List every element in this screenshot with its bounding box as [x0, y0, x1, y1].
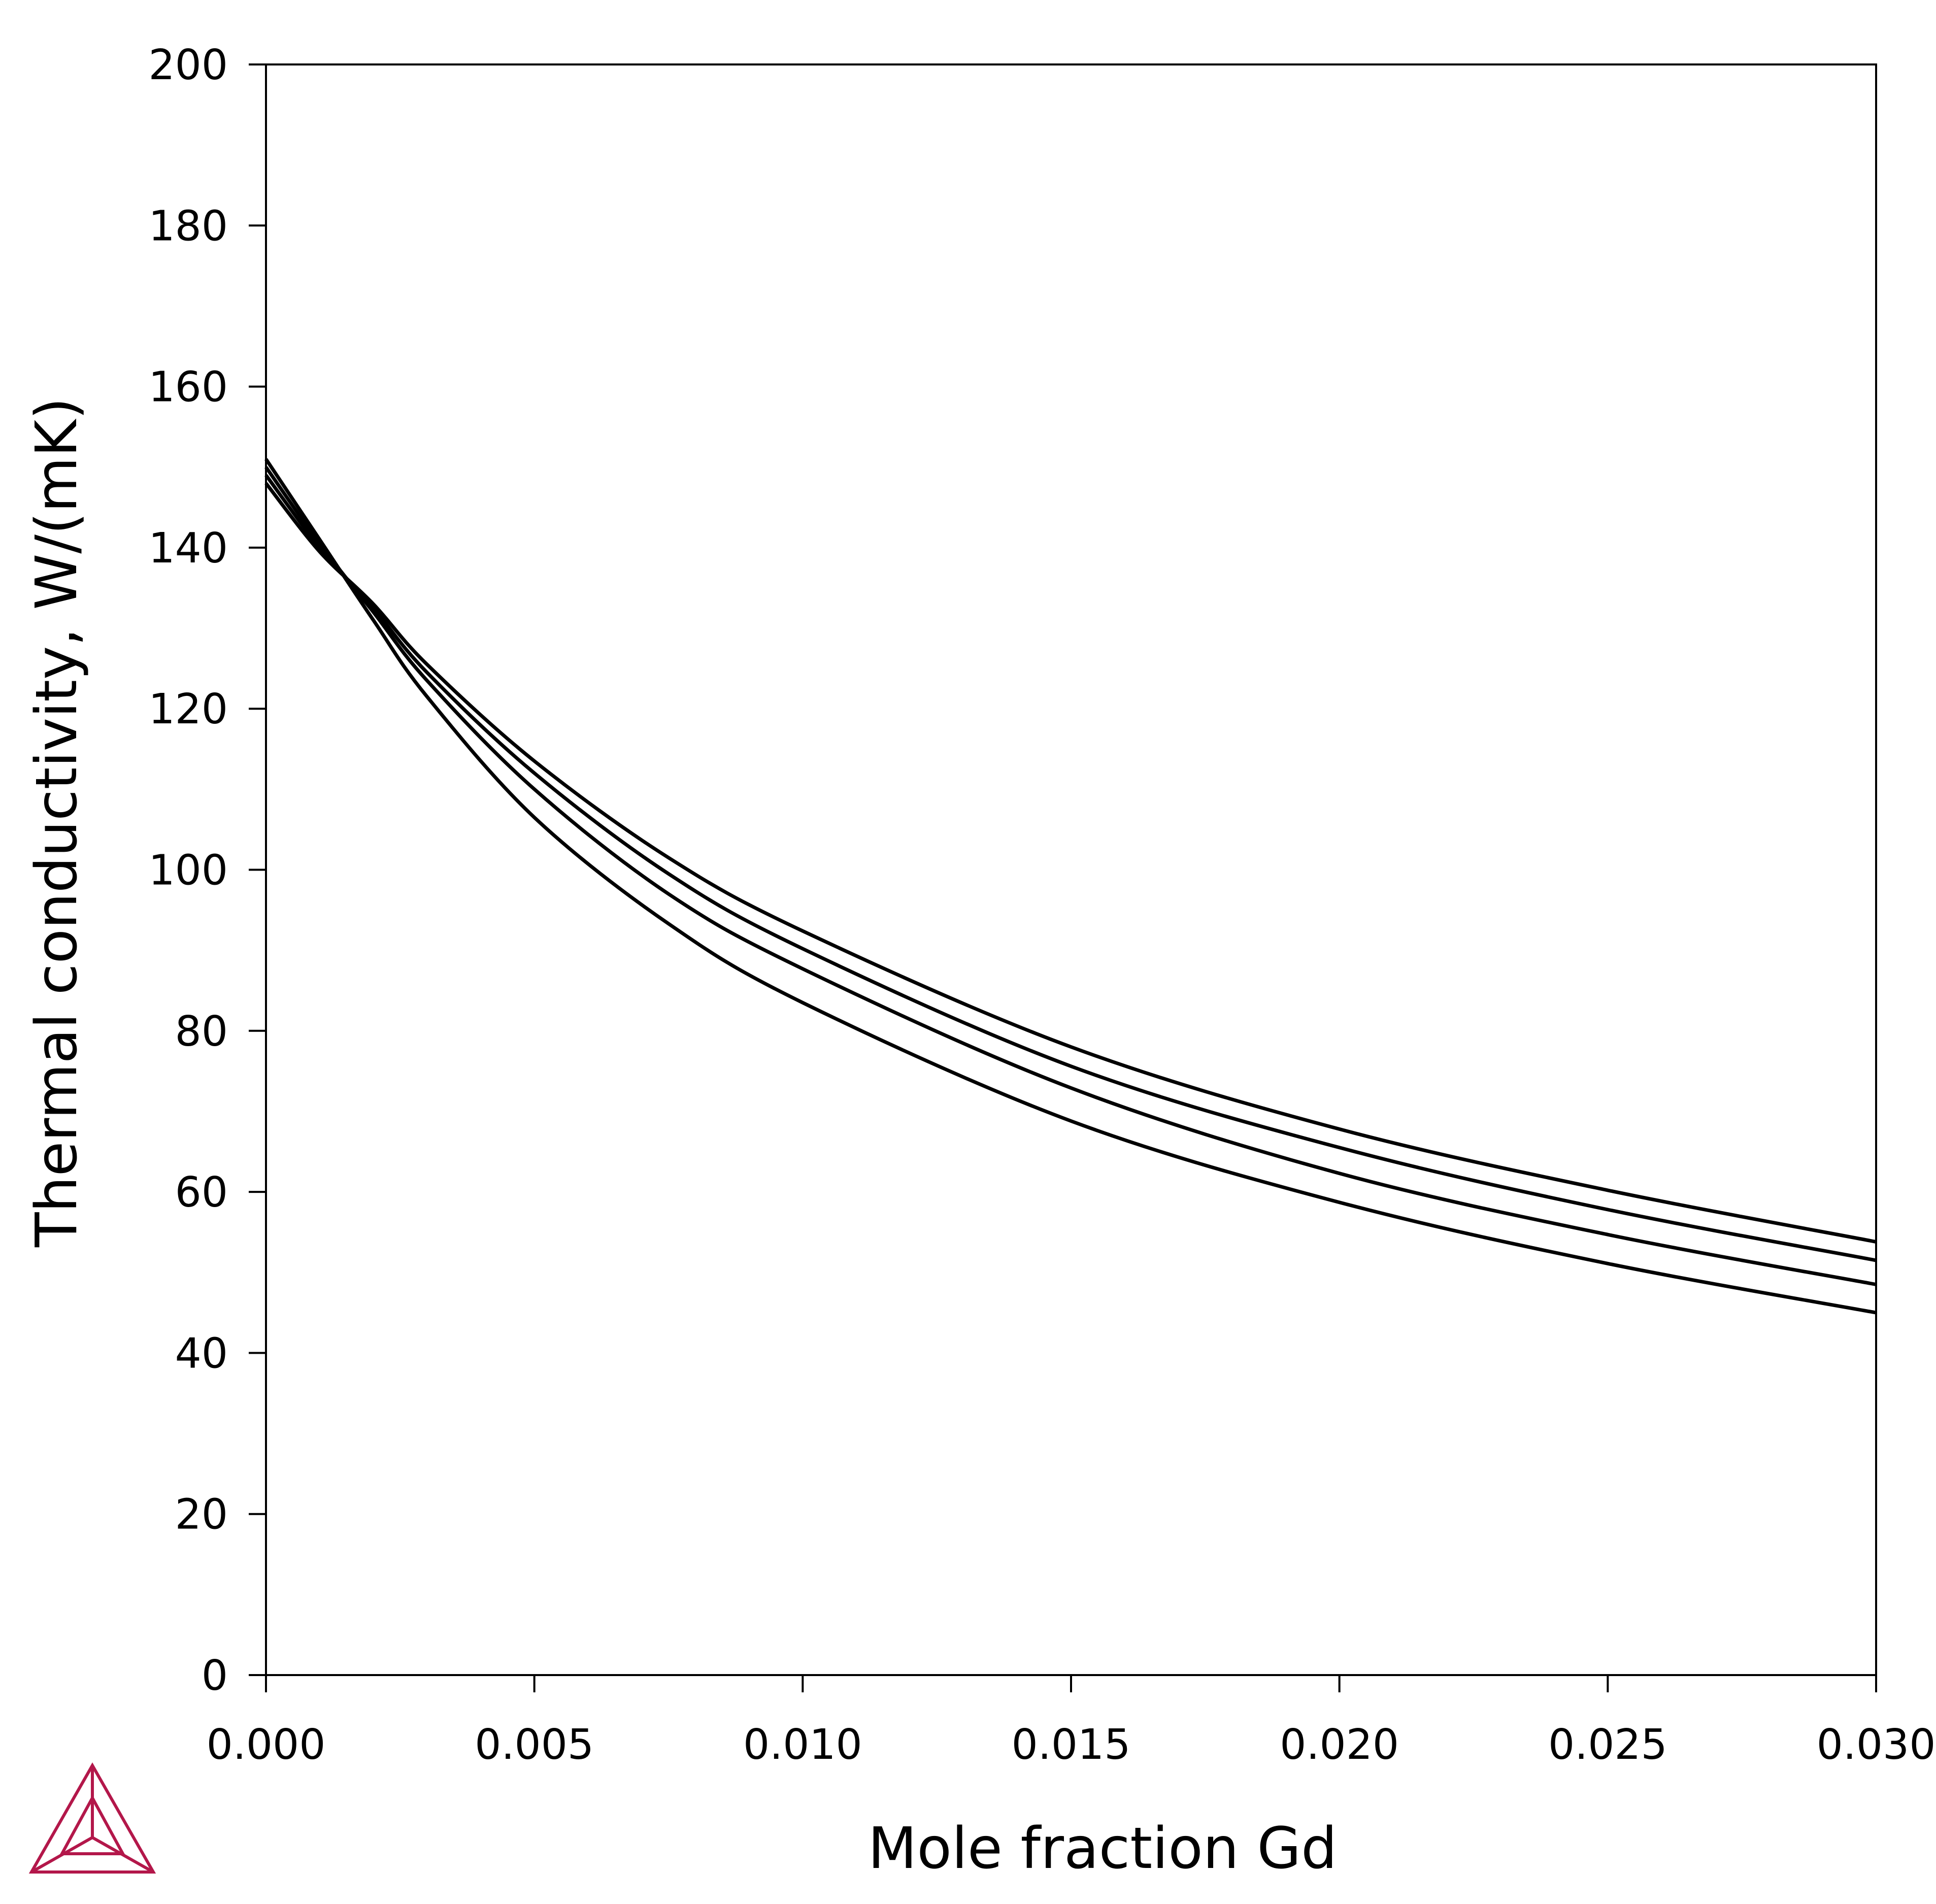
x-tick-label: 0.030	[1817, 1721, 1936, 1769]
series-lines	[264, 458, 1877, 1315]
y-tick-label: 140	[148, 524, 228, 573]
series-line-4	[264, 482, 1877, 1244]
y-tick-label: 60	[175, 1168, 228, 1217]
y-tick-label: 180	[148, 202, 228, 250]
thermo-calc-logo-icon	[28, 1762, 156, 1874]
x-tick-label: 0.020	[1280, 1721, 1399, 1769]
axes: 0 20 40 60 80 100 120 140 160 180 200 0.000 0.005 0.0…	[148, 41, 1935, 1769]
y-tick-label: 0	[202, 1652, 228, 1700]
series-line-3	[264, 474, 1877, 1262]
y-tick-label: 80	[175, 1008, 228, 1056]
x-tick-label: 0.025	[1548, 1721, 1667, 1769]
series-line-2	[264, 466, 1877, 1286]
x-tick-label: 0.010	[743, 1721, 862, 1769]
y-tick-label: 20	[175, 1491, 228, 1539]
x-tick-label: 0.000	[207, 1721, 326, 1769]
y-tick-label: 120	[148, 685, 228, 733]
y-tick-label: 100	[148, 847, 228, 895]
y-tick-label: 200	[148, 41, 228, 89]
y-axis-title: Thermal conductivity, W/(mK)	[24, 397, 90, 1248]
series-line-1	[264, 458, 1877, 1315]
y-tick-label: 40	[175, 1329, 228, 1378]
plot-frame	[265, 63, 1877, 1676]
x-tick-label: 0.015	[1012, 1721, 1131, 1769]
x-axis-title: Mole fraction Gd	[868, 1816, 1338, 1882]
y-tick-label: 160	[148, 363, 228, 412]
x-tick-label: 0.005	[475, 1721, 594, 1769]
